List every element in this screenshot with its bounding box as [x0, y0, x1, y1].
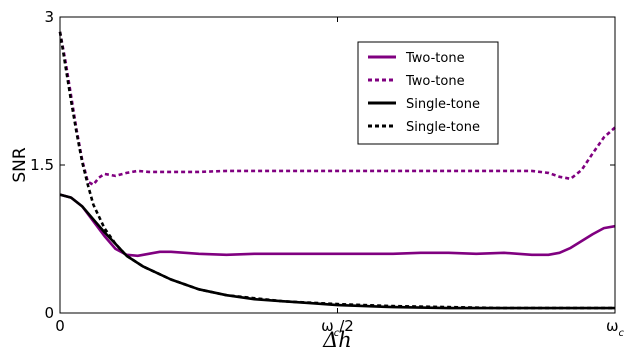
legend-entry-label: Single-tone	[406, 97, 480, 112]
tick-layer: 0 1.5 3 0 ωc/2 ωc	[30, 8, 624, 339]
series-line-4-single-tone-dashed	[58, 31, 615, 310]
legend: Two-tone Two-tone Single-tone Single-tone	[357, 41, 499, 145]
legend-entry-label: Two-tone	[405, 74, 465, 89]
series-line-3-single-tone-solid	[59, 193, 615, 310]
series-layer	[58, 31, 616, 310]
legend-entry-label: Single-tone	[406, 120, 480, 135]
x-tick-label: ωc/2	[321, 317, 354, 339]
plot-frame	[59, 16, 616, 314]
legend-entry-label: Two-tone	[405, 51, 465, 66]
x-tick-label: ωc	[606, 317, 625, 339]
series-line-2-two-tone-dashed	[58, 31, 616, 186]
x-tick-label: 0	[55, 317, 65, 335]
legend-box	[357, 41, 499, 145]
y-axis-label: SNR	[10, 147, 30, 183]
y-tick-label: 1.5	[30, 156, 54, 174]
y-tick-label: 0	[44, 304, 54, 322]
x-axis-label: Δh	[322, 328, 352, 350]
series-line-1-two-tone-solid	[59, 193, 616, 258]
y-tick-label: 3	[44, 8, 54, 26]
